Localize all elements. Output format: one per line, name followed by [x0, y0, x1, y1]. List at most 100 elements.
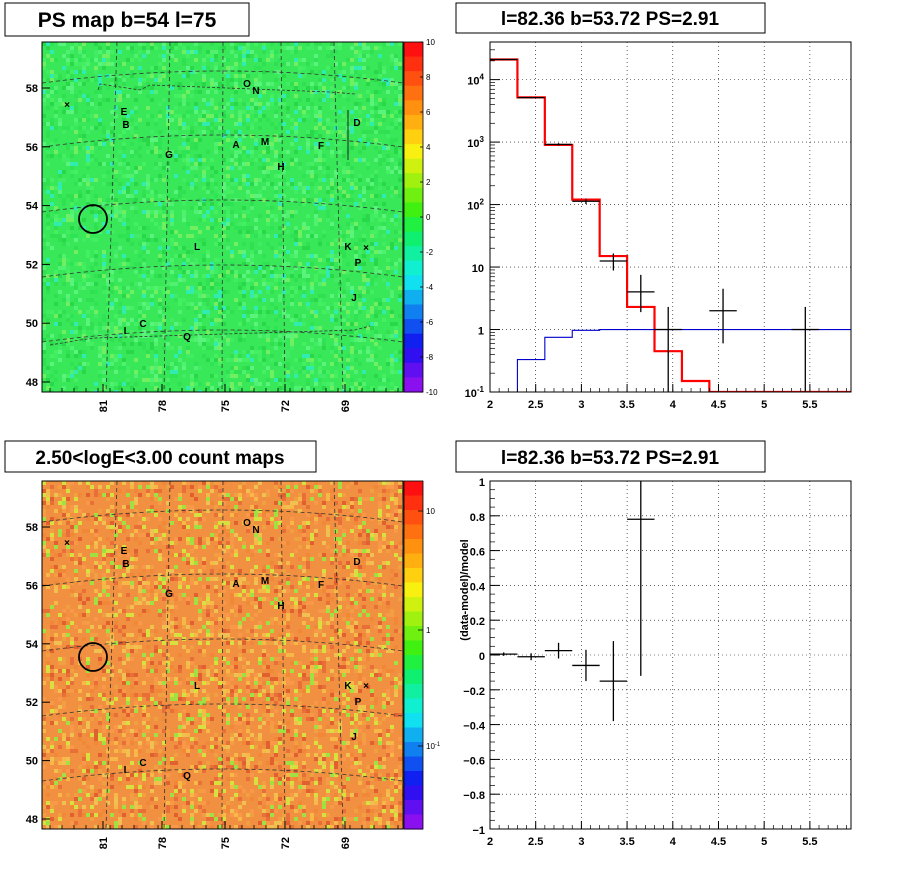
ps-map-pixel — [386, 54, 390, 58]
ps-map-pixel — [230, 370, 234, 374]
ps-map-pixel — [134, 198, 138, 202]
ps-map-pixel — [394, 214, 398, 218]
ps-map-pixel — [354, 158, 358, 162]
ps-map-pixel — [166, 198, 170, 202]
ps-map-pixel — [194, 374, 198, 378]
cnt-map-pixel — [282, 493, 286, 497]
ps-map-pixel — [258, 234, 262, 238]
ps-map-pixel — [194, 178, 198, 182]
cnt-map-pixel — [366, 549, 370, 553]
ps-map-pixel — [102, 286, 106, 290]
ps-map-pixel — [270, 290, 274, 294]
cnt-map-pixel — [378, 533, 382, 537]
ps-map-pixel — [218, 306, 222, 310]
ps-map-pixel — [66, 214, 70, 218]
cnt-map-pixel — [366, 489, 370, 493]
ps-map-pixel — [270, 94, 274, 98]
cnt-map-pixel — [182, 521, 186, 525]
ps-map-pixel — [58, 254, 62, 258]
ps-map-pixel — [390, 290, 394, 294]
ps-map-pixel — [302, 346, 306, 350]
cnt-map-pixel — [378, 541, 382, 545]
cnt-map-pixel — [250, 533, 254, 537]
ps-map-pixel — [226, 122, 230, 126]
ps-map-pixel — [154, 366, 158, 370]
ps-map-pixel — [398, 98, 402, 102]
ps-map-pixel — [90, 322, 94, 326]
ps-map-pixel — [74, 122, 78, 126]
ps-map-pixel — [110, 82, 114, 86]
ps-map-pixel — [150, 266, 154, 270]
ps-map-pixel — [326, 54, 330, 58]
cnt-map-pixel — [198, 513, 202, 517]
cnt-map-pixel — [98, 517, 102, 521]
ps-map-pixel — [194, 138, 198, 142]
ps-map-pixel — [238, 274, 242, 278]
ps-map-pixel — [374, 362, 378, 366]
ps-map-pixel — [354, 310, 358, 314]
ps-map-pixel — [218, 78, 222, 82]
ps-map-pixel — [154, 350, 158, 354]
ps-map-pixel — [122, 306, 126, 310]
cnt-map-pixel — [390, 517, 394, 521]
ps-map-pixel — [130, 206, 134, 210]
ps-map-pixel — [170, 270, 174, 274]
ps-map-pixel — [238, 166, 242, 170]
cnt-map-pixel — [258, 585, 262, 589]
cnt-map-pixel — [126, 489, 130, 493]
ps-map-pixel — [154, 146, 158, 150]
ps-map-pixel — [182, 246, 186, 250]
ps-map-pixel — [386, 246, 390, 250]
ps-map-pixel — [166, 74, 170, 78]
ps-map-pixel — [210, 334, 214, 338]
ps-map-pixel — [246, 266, 250, 270]
ps-map-pixel — [118, 262, 122, 266]
ps-map-pixel — [226, 58, 230, 62]
ps-map-pixel — [286, 146, 290, 150]
ps-map-pixel — [298, 318, 302, 322]
ps-map-pixel — [202, 310, 206, 314]
cnt-map-pixel — [326, 497, 330, 501]
ps-map-pixel — [366, 82, 370, 86]
ps-map-pixel — [70, 370, 74, 374]
cnt-map-pixel — [186, 561, 190, 565]
ps-map-pixel — [314, 62, 318, 66]
ps-map-pixel — [62, 66, 66, 70]
ps-map-pixel — [210, 310, 214, 314]
cnt-map-pixel — [286, 561, 290, 565]
ps-map-pixel — [270, 310, 274, 314]
cnt-map-pixel — [274, 577, 278, 581]
ps-map-pixel — [86, 250, 90, 254]
ps-map-pixel — [214, 274, 218, 278]
cnt-map-pixel — [298, 565, 302, 569]
ps-map-pixel — [266, 114, 270, 118]
ps-map-pixel — [182, 326, 186, 330]
ps-map-pixel — [338, 250, 342, 254]
ps-map-pixel — [54, 302, 58, 306]
ps-map-pixel — [246, 102, 250, 106]
cnt-map-pixel — [74, 565, 78, 569]
ps-map-pixel — [222, 110, 226, 114]
cnt-map-pixel — [334, 569, 338, 573]
ps-map-pixel — [202, 158, 206, 162]
ps-map-pixel — [346, 366, 350, 370]
ps-map-pixel — [322, 258, 326, 262]
ps-map-pixel — [154, 338, 158, 342]
ps-map-pixel — [186, 270, 190, 274]
ps-map-pixel — [238, 158, 242, 162]
ps-map-pixel — [238, 114, 242, 118]
ps-map-pixel — [210, 362, 214, 366]
cnt-map-pixel — [170, 557, 174, 561]
ps-map-pixel — [270, 298, 274, 302]
ps-map-pixel — [310, 134, 314, 138]
ps-map-pixel — [86, 338, 90, 342]
cnt-map-pixel — [178, 497, 182, 501]
ps-map-pixel — [50, 154, 54, 158]
cnt-map-pixel — [78, 493, 82, 497]
ps-map-pixel — [158, 110, 162, 114]
ps-map-pixel — [194, 334, 198, 338]
ps-map-pixel — [330, 78, 334, 82]
cnt-map-pixel — [62, 521, 66, 525]
ps-map-pixel — [262, 354, 266, 358]
cnt-map-pixel — [394, 533, 398, 537]
